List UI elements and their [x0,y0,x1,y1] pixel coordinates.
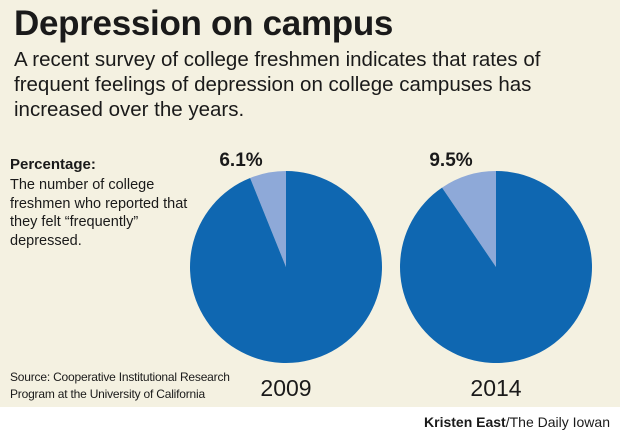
percentage-heading: Percentage: [10,156,96,173]
year-label-2014: 2014 [470,375,521,401]
credit-outlet: /The Daily Iowan [505,414,610,430]
infographic-panel: Depression on campus A recent survey of … [0,0,620,407]
pie-charts: 6.1% 2009 9.5% 2014 [190,150,593,401]
percentage-description: The number of college freshmen who repor… [10,177,188,249]
source-note: Source: Cooperative Institutional Resear… [10,370,230,401]
pie-slice-2009-depressed [250,171,286,267]
data-label-2014: 9.5% [429,150,472,171]
year-label-2009: 2009 [260,375,311,401]
credit-author: Kristen East [424,414,506,430]
page-title: Depression on campus [14,4,394,43]
subtitle: A recent survey of college freshmen indi… [14,48,541,121]
pie-slice-2014-other [400,171,593,364]
pie-slice-2009-other [190,171,383,363]
pie-slice-2014-depressed [442,171,496,267]
data-label-2009: 6.1% [219,150,262,171]
credit-line: Kristen East/The Daily Iowan [424,414,610,430]
